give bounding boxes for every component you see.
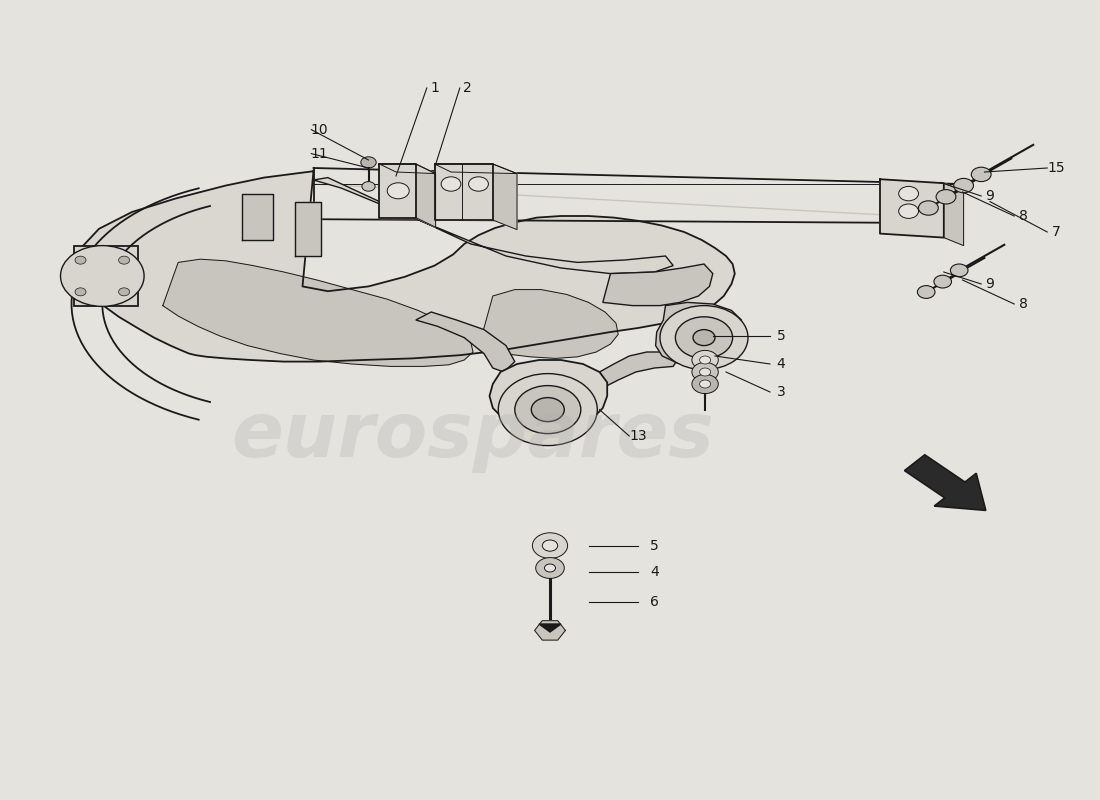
- Circle shape: [934, 275, 952, 288]
- Circle shape: [899, 186, 918, 201]
- Text: 5: 5: [777, 329, 785, 343]
- Polygon shape: [490, 360, 607, 432]
- Text: 13: 13: [629, 429, 647, 443]
- Circle shape: [75, 256, 86, 264]
- Circle shape: [441, 177, 461, 191]
- Polygon shape: [478, 290, 618, 358]
- Circle shape: [362, 182, 375, 191]
- Polygon shape: [944, 183, 964, 246]
- Circle shape: [693, 330, 715, 346]
- Text: 8: 8: [1019, 297, 1027, 311]
- Polygon shape: [535, 621, 565, 640]
- Text: 1: 1: [430, 81, 439, 95]
- Circle shape: [74, 255, 131, 297]
- Text: 15: 15: [1047, 161, 1065, 175]
- Circle shape: [542, 540, 558, 551]
- Circle shape: [692, 362, 718, 382]
- Text: 6: 6: [650, 594, 659, 609]
- Polygon shape: [314, 168, 963, 184]
- Polygon shape: [603, 264, 713, 306]
- Polygon shape: [416, 164, 436, 227]
- Circle shape: [700, 368, 711, 376]
- Circle shape: [936, 190, 956, 204]
- Circle shape: [660, 306, 748, 370]
- Circle shape: [119, 256, 130, 264]
- Circle shape: [700, 380, 711, 388]
- Circle shape: [498, 374, 597, 446]
- Text: 5: 5: [650, 538, 659, 553]
- Polygon shape: [434, 164, 493, 220]
- Polygon shape: [434, 164, 517, 174]
- Circle shape: [75, 288, 86, 296]
- Polygon shape: [242, 194, 273, 240]
- Text: 9: 9: [986, 277, 994, 291]
- Polygon shape: [539, 624, 561, 632]
- Circle shape: [60, 246, 144, 306]
- Circle shape: [532, 533, 568, 558]
- Text: 8: 8: [1019, 209, 1027, 223]
- Text: 9: 9: [986, 189, 994, 203]
- Circle shape: [531, 398, 564, 422]
- Polygon shape: [314, 184, 963, 219]
- Text: 7: 7: [1052, 225, 1060, 239]
- Circle shape: [515, 386, 581, 434]
- Polygon shape: [600, 352, 680, 386]
- Polygon shape: [880, 179, 944, 238]
- Circle shape: [917, 286, 935, 298]
- Circle shape: [700, 356, 711, 364]
- Circle shape: [469, 177, 488, 191]
- Circle shape: [89, 266, 116, 286]
- Text: 3: 3: [777, 385, 785, 399]
- Circle shape: [918, 201, 938, 215]
- Circle shape: [119, 288, 130, 296]
- Circle shape: [536, 558, 564, 578]
- Circle shape: [675, 317, 733, 358]
- Polygon shape: [80, 171, 735, 362]
- Polygon shape: [416, 312, 515, 372]
- Circle shape: [387, 182, 409, 198]
- Polygon shape: [493, 164, 517, 230]
- Text: 10: 10: [310, 122, 328, 137]
- Polygon shape: [656, 302, 741, 364]
- Text: eurospares: eurospares: [232, 399, 714, 473]
- Circle shape: [950, 264, 968, 277]
- Circle shape: [692, 350, 718, 370]
- Text: 11: 11: [310, 146, 328, 161]
- Circle shape: [692, 374, 718, 394]
- Polygon shape: [314, 178, 673, 274]
- Polygon shape: [904, 454, 986, 510]
- Circle shape: [899, 204, 918, 218]
- Circle shape: [544, 564, 556, 572]
- Polygon shape: [163, 259, 473, 366]
- Polygon shape: [379, 164, 416, 218]
- Circle shape: [954, 178, 974, 193]
- Circle shape: [361, 157, 376, 168]
- Polygon shape: [295, 202, 321, 256]
- Polygon shape: [379, 164, 436, 174]
- Text: 4: 4: [650, 565, 659, 579]
- Polygon shape: [74, 246, 139, 306]
- Circle shape: [971, 167, 991, 182]
- Text: 4: 4: [777, 357, 785, 371]
- Text: 2: 2: [463, 81, 472, 95]
